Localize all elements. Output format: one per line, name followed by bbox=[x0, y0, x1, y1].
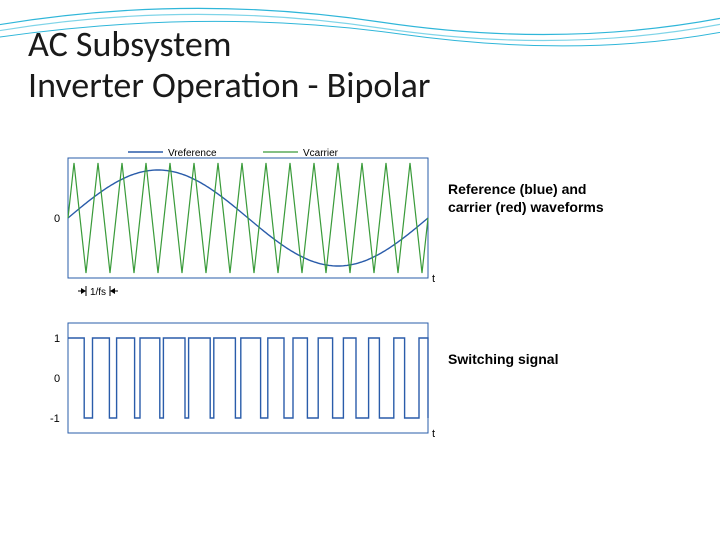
caption-waveforms: Reference (blue) and carrier (red) wavef… bbox=[448, 180, 604, 216]
svg-text:1/fs: 1/fs bbox=[90, 287, 106, 298]
title-line-1: AC Subsystem bbox=[28, 22, 232, 66]
caption-switching: Switching signal bbox=[448, 350, 558, 368]
slide-title: AC Subsystem Inverter Operation - Bipola… bbox=[28, 24, 430, 107]
svg-text:-1: -1 bbox=[50, 413, 60, 425]
svg-text:1: 1 bbox=[54, 333, 60, 345]
svg-text:t: t bbox=[432, 428, 435, 440]
svg-text:0: 0 bbox=[54, 373, 60, 385]
title-line-2: Inverter Operation - Bipolar bbox=[28, 63, 430, 107]
svg-text:0: 0 bbox=[54, 213, 60, 225]
svg-text:Vreference: Vreference bbox=[168, 148, 217, 159]
svg-text:Vcarrier: Vcarrier bbox=[303, 148, 339, 159]
chart-area: Vreference Vcarrier 0 t 1/fs 1 0 -1 t bbox=[28, 148, 438, 468]
charts-svg: Vreference Vcarrier 0 t 1/fs 1 0 -1 t bbox=[28, 148, 438, 468]
svg-text:t: t bbox=[432, 273, 435, 285]
